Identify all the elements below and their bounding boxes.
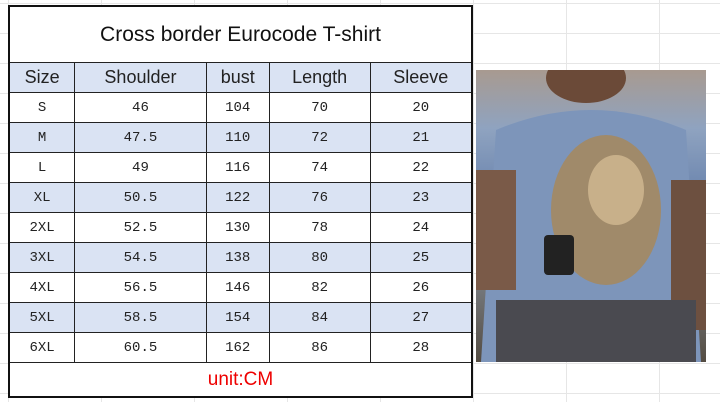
table-cell: 76 — [268, 182, 371, 213]
table-cell: 22 — [369, 152, 473, 183]
table-cell: 4XL — [8, 272, 76, 303]
header-row: Size Shoulder bust Length Sleeve — [8, 62, 473, 93]
table-cell: 2XL — [8, 212, 76, 243]
table-cell: 26 — [369, 272, 473, 303]
table-cell: L — [8, 152, 76, 183]
chart-title: Cross border Eurocode T-shirt — [8, 5, 473, 63]
column-header: Shoulder — [74, 62, 207, 93]
table-cell: 49 — [74, 152, 207, 183]
column-header: Sleeve — [369, 62, 473, 93]
table-cell: 20 — [369, 92, 473, 123]
table-cell: 6XL — [8, 332, 76, 363]
table-cell: XL — [8, 182, 76, 213]
table-cell: 122 — [205, 182, 270, 213]
table-cell: 104 — [205, 92, 270, 123]
table-cell: 46 — [74, 92, 207, 123]
table-cell: 24 — [369, 212, 473, 243]
table-cell: 138 — [205, 242, 270, 273]
column-header: Length — [268, 62, 371, 93]
table-cell: 5XL — [8, 302, 76, 333]
table-row: L 49 116 74 22 — [8, 152, 473, 183]
column-header: bust — [205, 62, 270, 93]
table-row: 3XL 54.5 138 80 25 — [8, 242, 473, 273]
table-cell: 154 — [205, 302, 270, 333]
table-cell: 82 — [268, 272, 371, 303]
column-header: Size — [8, 62, 76, 93]
table-cell: 74 — [268, 152, 371, 183]
table-cell: 28 — [369, 332, 473, 363]
table-cell: 21 — [369, 122, 473, 153]
table-cell: 130 — [205, 212, 270, 243]
table-cell: 72 — [268, 122, 371, 153]
table-cell: 23 — [369, 182, 473, 213]
table-row: XL 50.5 122 76 23 — [8, 182, 473, 213]
table-row: M 47.5 110 72 21 — [8, 122, 473, 153]
table-cell: 60.5 — [74, 332, 207, 363]
tshirt-lion-image — [476, 70, 706, 362]
table-row: S 46 104 70 20 — [8, 92, 473, 123]
table-cell: 116 — [205, 152, 270, 183]
table-row: 2XL 52.5 130 78 24 — [8, 212, 473, 243]
table-cell: S — [8, 92, 76, 123]
size-chart-table: Cross border Eurocode T-shirt Size Should… — [8, 5, 473, 398]
table-cell: 25 — [369, 242, 473, 273]
table-cell: 50.5 — [74, 182, 207, 213]
table-cell: 84 — [268, 302, 371, 333]
table-cell: 27 — [369, 302, 473, 333]
unit-label: unit:CM — [8, 362, 473, 398]
table-row: 4XL 56.5 146 82 26 — [8, 272, 473, 303]
product-photo — [476, 70, 706, 362]
table-cell: 3XL — [8, 242, 76, 273]
table-cell: 162 — [205, 332, 270, 363]
table-cell: 80 — [268, 242, 371, 273]
table-cell: 56.5 — [74, 272, 207, 303]
table-cell: 86 — [268, 332, 371, 363]
table-cell: 58.5 — [74, 302, 207, 333]
table-cell: 78 — [268, 212, 371, 243]
table-cell: 52.5 — [74, 212, 207, 243]
table-cell: 146 — [205, 272, 270, 303]
table-cell: 54.5 — [74, 242, 207, 273]
table-row: 6XL 60.5 162 86 28 — [8, 332, 473, 363]
table-cell: M — [8, 122, 76, 153]
table-cell: 47.5 — [74, 122, 207, 153]
table-cell: 110 — [205, 122, 270, 153]
table-row: 5XL 58.5 154 84 27 — [8, 302, 473, 333]
table-cell: 70 — [268, 92, 371, 123]
